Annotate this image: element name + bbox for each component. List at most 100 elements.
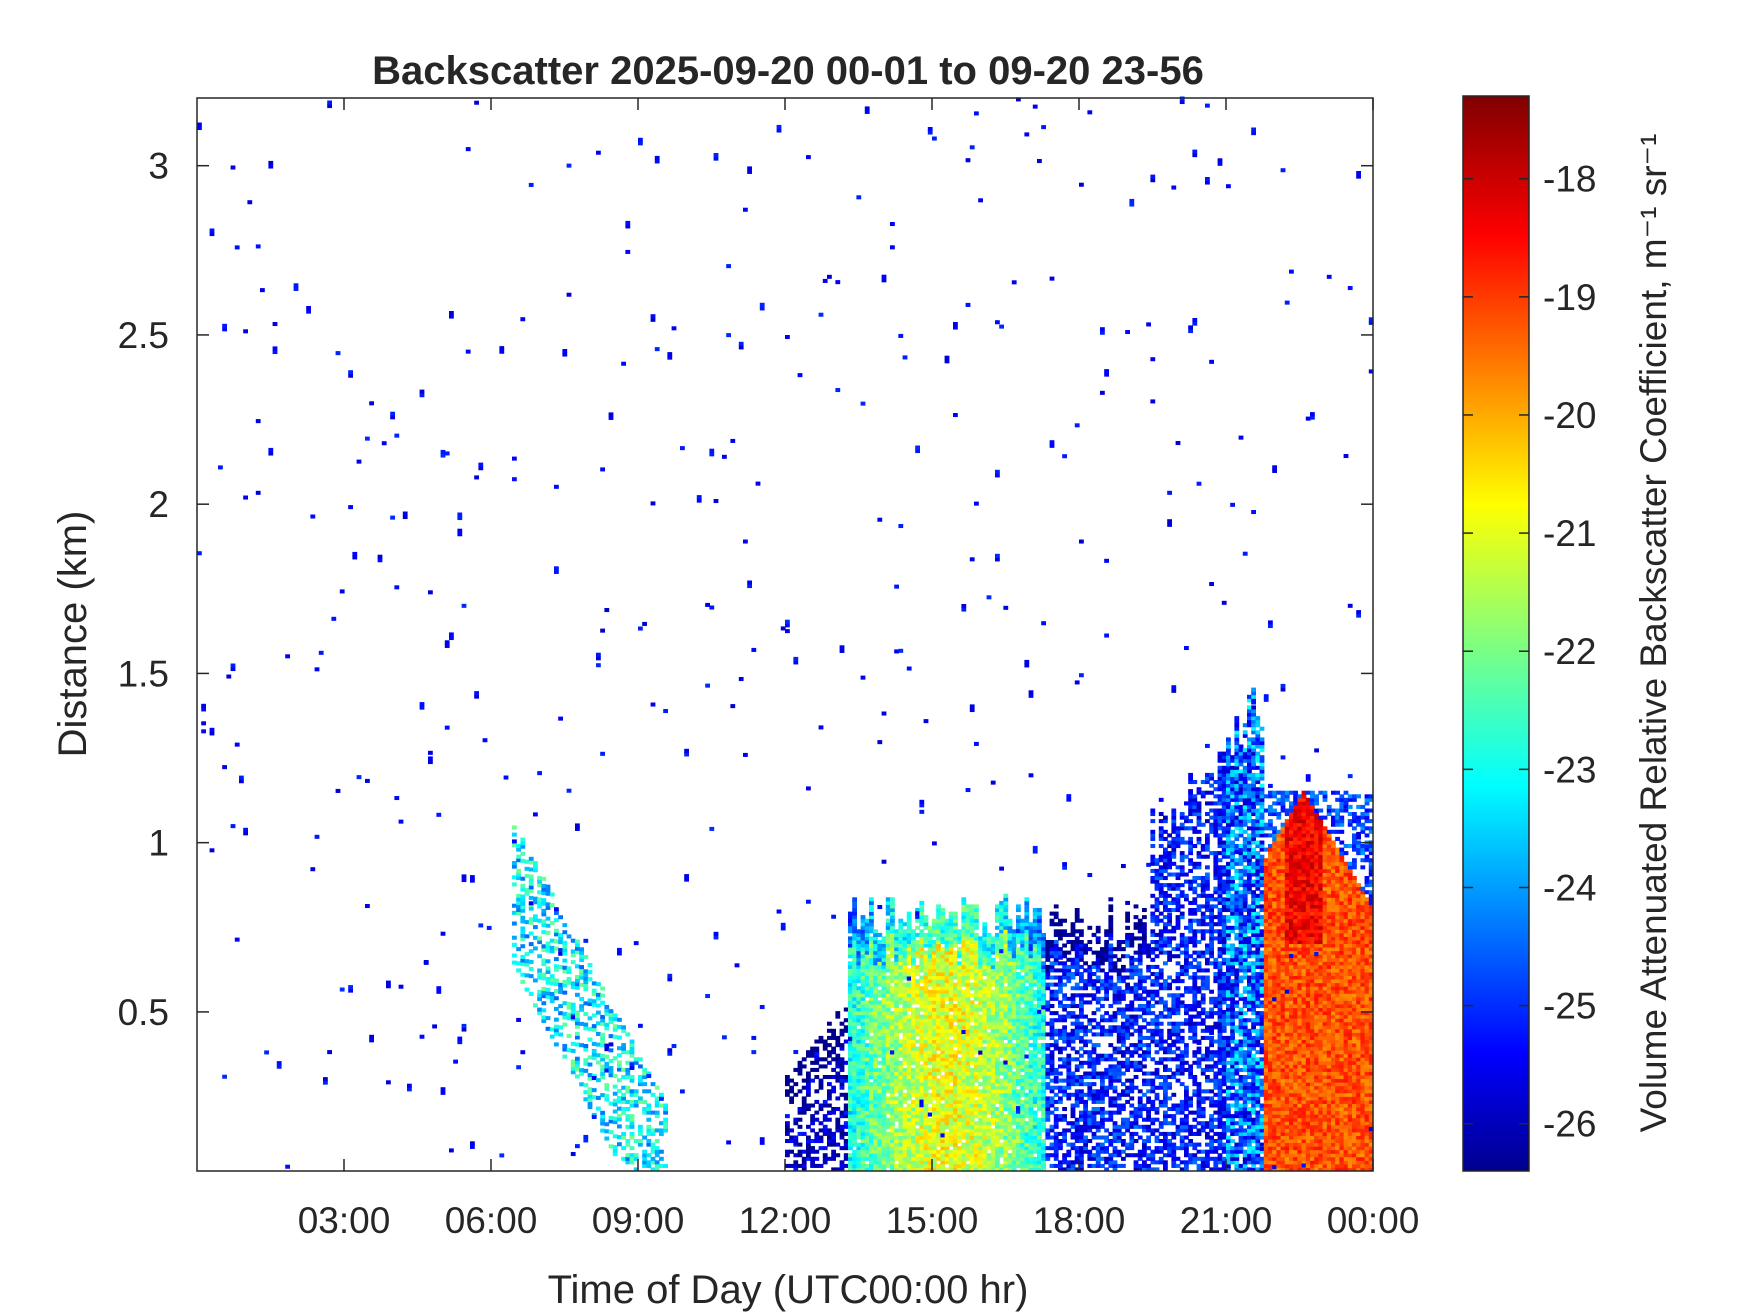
heatmap-cell [801,1064,807,1069]
heatmap-cell [1053,1121,1059,1126]
heatmap-cell [1074,1156,1080,1161]
heatmap-cell [911,993,916,998]
heatmap-cell [1045,1156,1051,1161]
heatmap-cell [570,952,576,957]
heatmap-cell [873,993,878,998]
heatmap-cell [852,1011,857,1016]
heatmap-cell [978,936,983,941]
heatmap-cell [898,918,904,923]
heatmap-cell [587,1016,593,1021]
heatmap-cell [705,602,710,607]
heatmap-cell [1007,1004,1013,1009]
heatmap-cell [512,942,517,947]
heatmap-cell [974,982,979,987]
heatmap-cell [1070,1082,1076,1087]
heatmap-cell [654,347,660,352]
heatmap-cell [1074,950,1080,955]
heatmap-cell [835,1014,841,1019]
heatmap-cell [444,640,450,645]
heatmap-cell [944,932,950,937]
heatmap-cell [1016,1089,1021,1094]
heatmap-cell [1007,1035,1013,1040]
heatmap-cell [617,951,622,956]
heatmap-cell [911,1039,916,1044]
heatmap-cell [961,979,967,984]
heatmap-cell [885,918,891,923]
heatmap-cell [898,989,904,994]
heatmap-cell [881,1096,887,1101]
heatmap-cell [1053,1139,1059,1144]
heatmap-cell [948,975,954,980]
heatmap-cell [1028,1018,1034,1023]
heatmap-cell [562,965,568,970]
heatmap-cell [856,1121,862,1126]
heatmap-cell [932,1156,937,1161]
heatmap-cell [1016,979,1021,984]
heatmap-cell [898,968,904,973]
heatmap-cell [932,1011,937,1016]
heatmap-cell [1066,975,1072,980]
heatmap-cell [785,623,790,628]
heatmap-cell [898,957,904,962]
heatmap-cell [990,1057,996,1062]
heatmap-cell [570,960,576,965]
heatmap-cell [617,1064,622,1069]
heatmap-cell [856,968,862,973]
heatmap-cell [1032,1160,1038,1165]
heatmap-cell [1079,1167,1084,1172]
heatmap-cell [1024,1146,1030,1151]
heatmap-cell [961,989,967,994]
heatmap-cell [906,1107,912,1112]
heatmap-cell [999,1124,1004,1129]
heatmap-cell [369,401,374,406]
heatmap-cell [877,1135,883,1140]
heatmap-cell [1024,1043,1030,1048]
heatmap-cell [936,1110,941,1115]
heatmap-cell [885,1060,891,1065]
heatmap-cell [1020,929,1025,934]
heatmap-cell [986,1124,992,1129]
heatmap-cell [990,989,996,994]
heatmap-cell [1007,1011,1013,1016]
heatmap-cell [965,908,971,913]
heatmap-cell [667,973,673,978]
heatmap-cell [919,1167,925,1172]
heatmap-cell [1032,1046,1038,1051]
heatmap-cell [512,910,517,915]
heatmap-cell [1016,957,1021,962]
heatmap-cell [646,1124,652,1129]
heatmap-cell [953,1014,958,1019]
heatmap-cell [881,993,887,998]
heatmap-cell [927,940,933,945]
heatmap-cell [1049,1028,1055,1033]
heatmap-cell [990,1060,996,1065]
heatmap-cell [974,1050,979,1055]
heatmap-cell [986,1085,992,1090]
heatmap-cell [873,1167,878,1172]
heatmap-cell [978,972,983,977]
heatmap-cell [1083,1142,1088,1147]
heatmap-cell [1003,605,1009,610]
heatmap-cell [965,1067,971,1072]
heatmap-cell [814,1067,820,1072]
heatmap-cell [906,1025,912,1030]
heatmap-cell [990,1082,996,1087]
heatmap-cell [969,1067,975,1072]
heatmap-cell [957,1160,962,1165]
heatmap-cell [1070,947,1076,952]
heatmap-cell [869,1085,874,1090]
heatmap-cell [1032,1071,1038,1076]
heatmap-cell [604,1093,610,1098]
heatmap-cell [906,976,912,981]
heatmap-cell [457,532,463,537]
heatmap-cell [650,1131,656,1136]
heatmap-cell [860,925,866,930]
heatmap-cell [386,980,391,985]
heatmap-cell [1049,1043,1055,1048]
heatmap-cell [890,1025,895,1030]
heatmap-cell [995,1092,1000,1097]
heatmap-cell [1028,989,1034,994]
heatmap-cell [516,911,521,916]
heatmap-cell [995,1053,1000,1058]
heatmap-cell [612,1084,618,1089]
